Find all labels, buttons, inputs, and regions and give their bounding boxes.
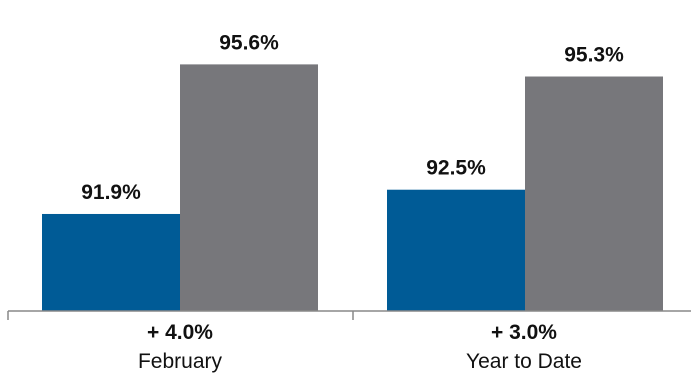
value-label-year-to-date-series-1: 92.5% bbox=[426, 157, 486, 180]
x-axis bbox=[7, 310, 691, 320]
value-label-february-series-1: 91.9% bbox=[81, 181, 141, 204]
category-change-february: + 4.0% bbox=[147, 321, 213, 344]
value-label-year-to-date-series-2: 95.3% bbox=[564, 44, 624, 67]
bar-year-to-date-series-1 bbox=[387, 189, 525, 311]
value-label-february-series-2: 95.6% bbox=[219, 31, 279, 54]
bar-february-series-1 bbox=[42, 213, 180, 311]
category-labels-group: + 4.0% February + 3.0% Year to Date bbox=[138, 321, 582, 373]
category-label-year-to-date: Year to Date bbox=[466, 350, 582, 373]
bar-february-series-2 bbox=[180, 64, 318, 311]
bars-group bbox=[42, 64, 663, 311]
category-label-february: February bbox=[138, 350, 223, 373]
bar-year-to-date-series-2 bbox=[525, 76, 663, 311]
category-change-year-to-date: + 3.0% bbox=[491, 321, 557, 344]
value-labels-group: 91.9% 95.6% 92.5% 95.3% bbox=[81, 31, 624, 204]
